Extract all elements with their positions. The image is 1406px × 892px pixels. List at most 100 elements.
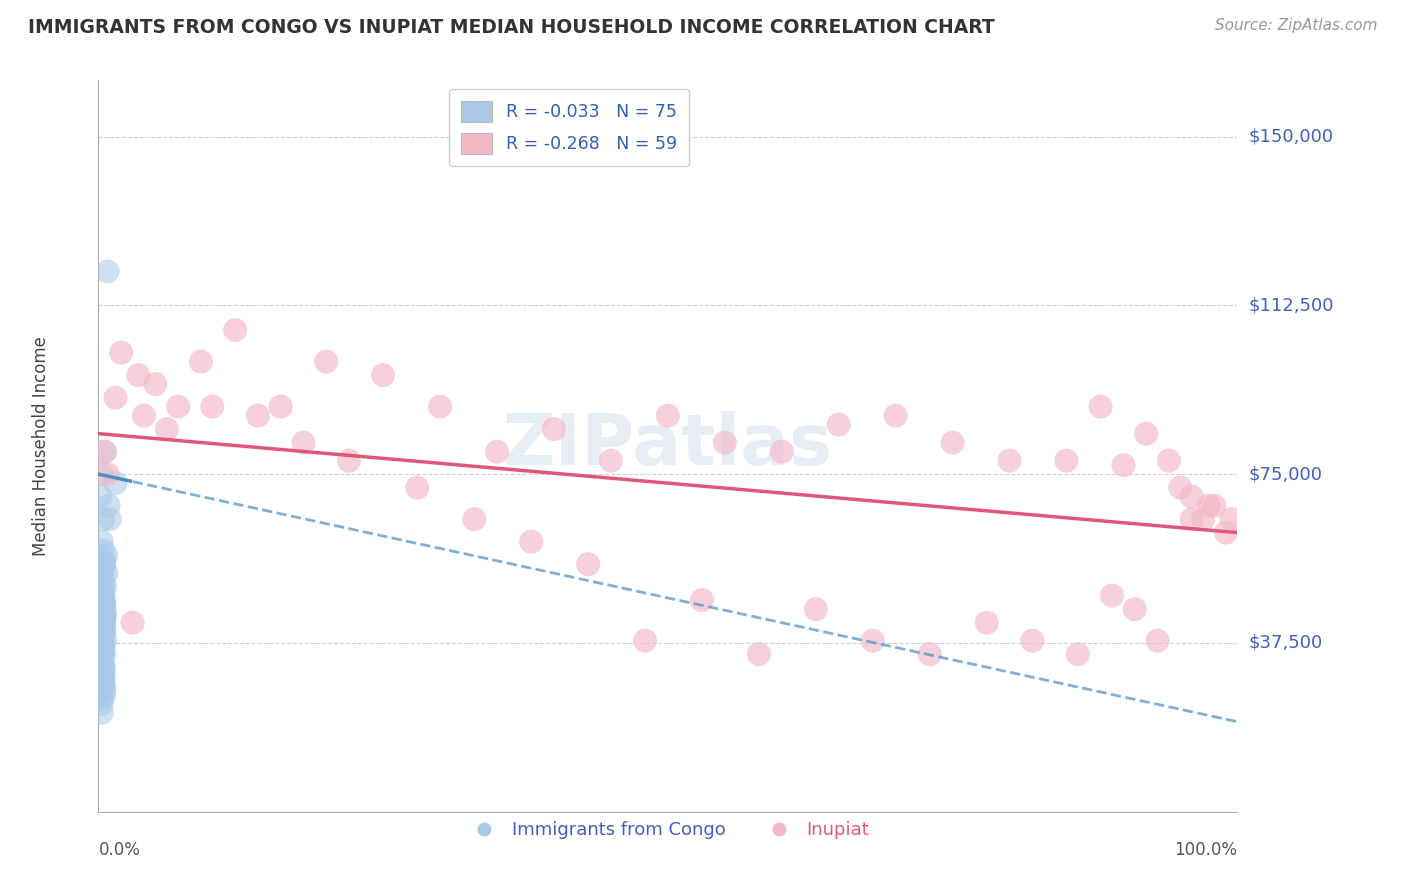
- Point: [804, 602, 827, 616]
- Point: [93, 679, 115, 693]
- Point: [429, 400, 451, 414]
- Point: [1215, 525, 1237, 540]
- Point: [104, 391, 127, 405]
- Point: [90, 534, 112, 549]
- Point: [1204, 499, 1226, 513]
- Point: [90, 593, 112, 607]
- Point: [127, 368, 149, 383]
- Point: [600, 453, 623, 467]
- Point: [91, 571, 114, 585]
- Point: [91, 670, 114, 684]
- Point: [90, 679, 112, 693]
- Point: [337, 453, 360, 467]
- Point: [1135, 426, 1157, 441]
- Point: [93, 444, 115, 458]
- Point: [93, 602, 115, 616]
- Point: [93, 598, 115, 612]
- Point: [91, 665, 114, 680]
- Point: [91, 589, 114, 603]
- Point: [884, 409, 907, 423]
- Point: [520, 534, 543, 549]
- Point: [91, 674, 114, 689]
- Point: [1146, 633, 1168, 648]
- Point: [91, 512, 114, 526]
- Point: [292, 435, 315, 450]
- Point: [1220, 512, 1243, 526]
- Point: [90, 692, 112, 706]
- Point: [714, 435, 737, 450]
- Text: IMMIGRANTS FROM CONGO VS INUPIAT MEDIAN HOUSEHOLD INCOME CORRELATION CHART: IMMIGRANTS FROM CONGO VS INUPIAT MEDIAN …: [28, 18, 995, 37]
- Text: $37,500: $37,500: [1249, 634, 1323, 652]
- Point: [1090, 400, 1112, 414]
- Point: [93, 611, 115, 625]
- Point: [91, 642, 114, 657]
- Point: [93, 557, 115, 571]
- Point: [190, 354, 212, 368]
- Point: [91, 656, 114, 670]
- Point: [93, 611, 115, 625]
- Point: [90, 629, 112, 643]
- Point: [110, 345, 132, 359]
- Point: [94, 633, 117, 648]
- Text: $112,500: $112,500: [1249, 296, 1334, 314]
- Point: [634, 633, 657, 648]
- Point: [942, 435, 965, 450]
- Point: [1181, 490, 1204, 504]
- Point: [132, 409, 155, 423]
- Point: [90, 575, 112, 590]
- Point: [94, 607, 117, 621]
- Point: [90, 697, 112, 711]
- Point: [862, 633, 884, 648]
- Point: [1067, 647, 1090, 661]
- Point: [90, 467, 112, 482]
- Point: [93, 683, 115, 698]
- Point: [93, 615, 115, 630]
- Point: [201, 400, 224, 414]
- Point: [1112, 458, 1135, 472]
- Point: [406, 481, 429, 495]
- Point: [93, 598, 115, 612]
- Point: [94, 580, 117, 594]
- Point: [1021, 633, 1043, 648]
- Point: [90, 661, 112, 675]
- Point: [93, 593, 115, 607]
- Point: [91, 633, 114, 648]
- Point: [90, 624, 112, 639]
- Point: [93, 647, 115, 661]
- Point: [91, 647, 114, 661]
- Point: [90, 490, 112, 504]
- Point: [998, 453, 1021, 467]
- Point: [93, 615, 115, 630]
- Text: Source: ZipAtlas.com: Source: ZipAtlas.com: [1215, 18, 1378, 33]
- Point: [93, 624, 115, 639]
- Point: [90, 633, 112, 648]
- Point: [93, 602, 115, 616]
- Text: ZIPatlas: ZIPatlas: [503, 411, 832, 481]
- Text: Median Household Income: Median Household Income: [32, 336, 51, 556]
- Point: [90, 651, 112, 665]
- Point: [1056, 453, 1078, 467]
- Point: [93, 552, 115, 566]
- Point: [91, 562, 114, 576]
- Point: [976, 615, 998, 630]
- Point: [1101, 589, 1123, 603]
- Point: [98, 512, 121, 526]
- Point: [93, 607, 115, 621]
- Point: [91, 580, 114, 594]
- Point: [315, 354, 337, 368]
- Point: [90, 620, 112, 634]
- Text: 100.0%: 100.0%: [1174, 841, 1237, 859]
- Point: [770, 444, 793, 458]
- Point: [91, 638, 114, 652]
- Point: [224, 323, 246, 337]
- Point: [1198, 499, 1220, 513]
- Point: [90, 683, 112, 698]
- Point: [93, 661, 115, 675]
- Point: [93, 620, 115, 634]
- Point: [91, 584, 114, 599]
- Point: [543, 422, 565, 436]
- Point: [91, 615, 114, 630]
- Point: [657, 409, 679, 423]
- Point: [270, 400, 292, 414]
- Point: [486, 444, 509, 458]
